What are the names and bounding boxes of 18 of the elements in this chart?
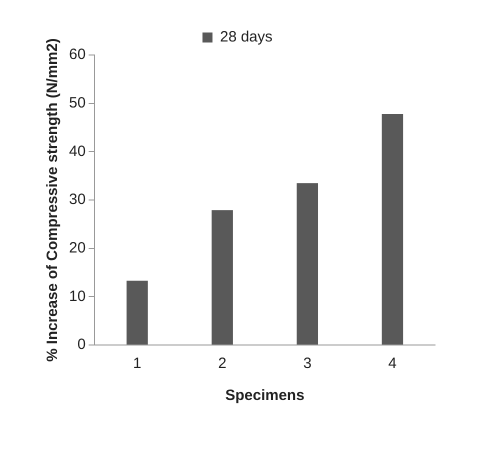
x-tick-label: 1 [133,355,142,372]
x-axis-title: Specimens [225,387,304,404]
y-tick-label: 20 [68,239,86,256]
bar [126,280,148,344]
x-tick-label: 2 [218,355,226,372]
bar [212,210,233,344]
x-tick-label: 4 [388,355,397,372]
y-axis-title: % Increase of Compressive strength (N/mm2) [44,38,62,362]
y-tick-label: 30 [68,191,86,208]
y-tick-label: 10 [68,288,86,305]
y-tick-label: 50 [68,94,86,112]
legend-label: 28 days [220,28,273,46]
bar [296,183,318,344]
y-tick-label: 0 [77,336,86,354]
y-tick-label: 40 [68,142,86,160]
bar [382,114,404,344]
x-tick-label: 3 [303,355,312,372]
y-tick-label: 60 [68,46,86,64]
